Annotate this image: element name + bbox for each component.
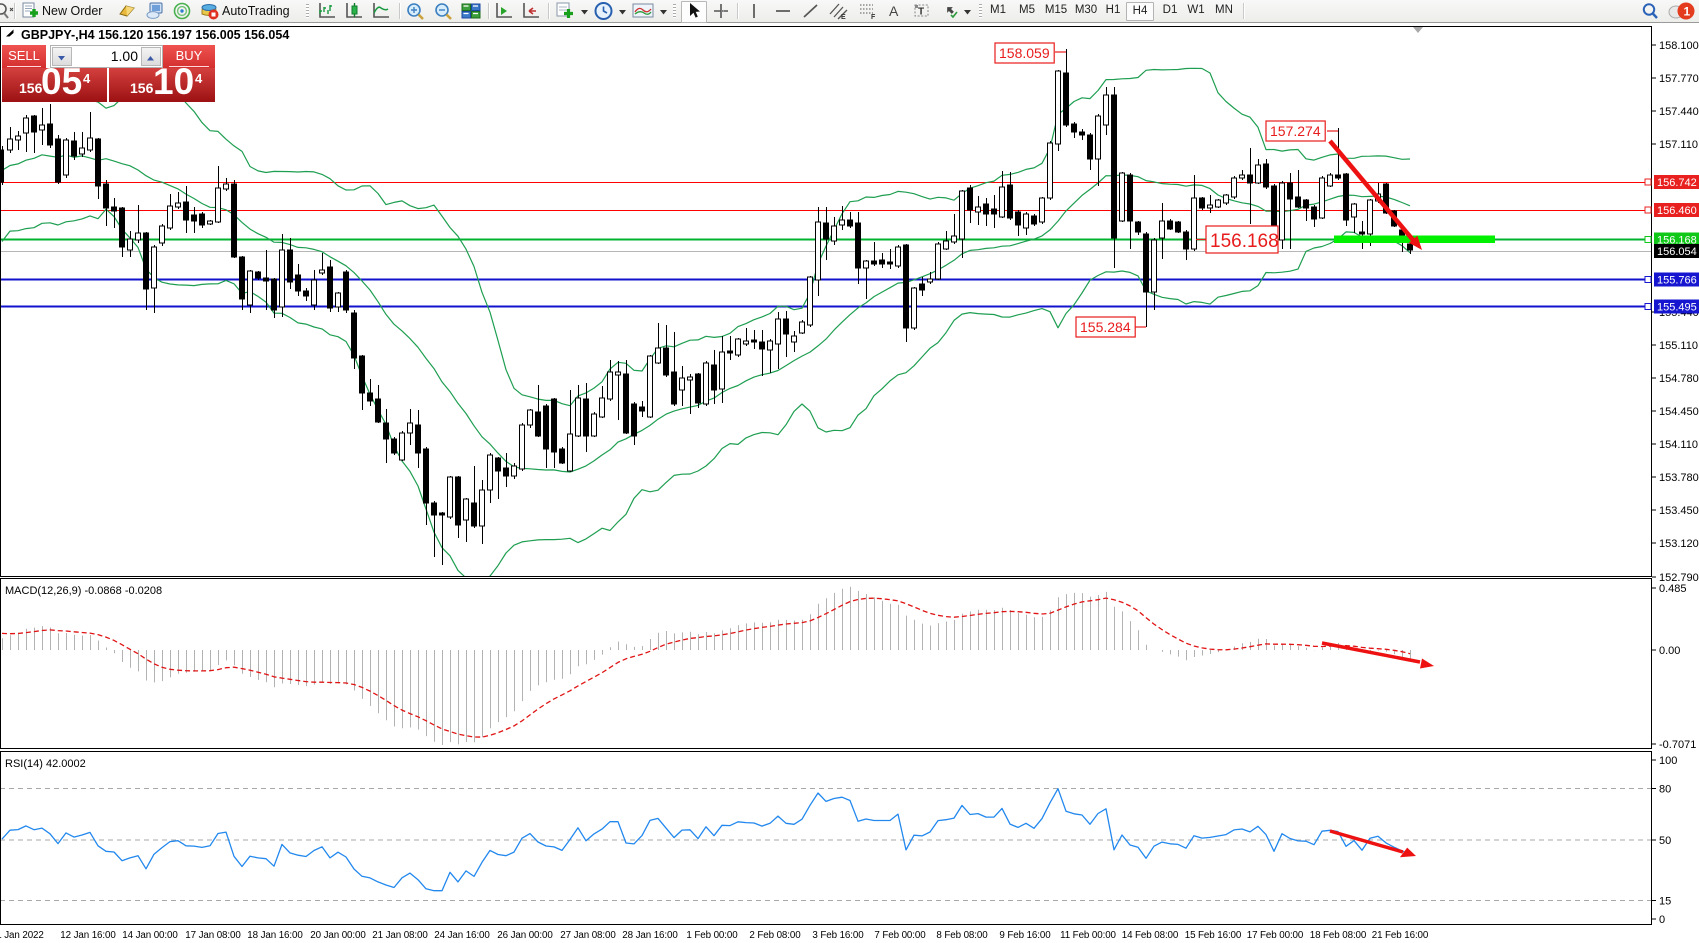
svg-text:100: 100 (1659, 755, 1677, 767)
svg-text:153.120: 153.120 (1659, 538, 1699, 550)
svg-text:156.168: 156.168 (1210, 231, 1279, 252)
svg-text:18 Jan 16:00: 18 Jan 16:00 (247, 930, 303, 941)
svg-text:158.100: 158.100 (1659, 40, 1699, 52)
svg-text:GBPJPY-,H4 156.120 156.197 15: GBPJPY-,H4 156.120 156.197 156.005 156.0… (21, 28, 289, 42)
svg-text:11 Feb 00:00: 11 Feb 00:00 (1060, 930, 1116, 941)
svg-text:E: E (841, 14, 846, 20)
svg-text:155.766: 155.766 (1657, 275, 1697, 287)
svg-text:21 Feb 16:00: 21 Feb 16:00 (1372, 930, 1429, 941)
svg-text:157.110: 157.110 (1659, 139, 1698, 151)
svg-text:15: 15 (1659, 896, 1671, 908)
svg-text:17 Jan 08:00: 17 Jan 08:00 (185, 930, 241, 941)
svg-text:28 Jan 16:00: 28 Jan 16:00 (622, 930, 678, 941)
svg-text:15 Feb 16:00: 15 Feb 16:00 (1185, 930, 1242, 941)
svg-text:F: F (871, 14, 876, 20)
svg-text:18 Feb 08:00: 18 Feb 08:00 (1310, 930, 1367, 941)
svg-text:8 Feb 08:00: 8 Feb 08:00 (936, 930, 988, 941)
svg-text:12 Jan 16:00: 12 Jan 16:00 (60, 930, 116, 941)
svg-text:156.742: 156.742 (1657, 177, 1697, 189)
svg-text:RSI(14) 42.0002: RSI(14) 42.0002 (5, 758, 86, 770)
svg-text:154.110: 154.110 (1659, 439, 1698, 451)
svg-text:14 Jan 00:00: 14 Jan 00:00 (122, 930, 178, 941)
svg-text:17 Feb 00:00: 17 Feb 00:00 (1247, 930, 1304, 941)
svg-text:156.168: 156.168 (1657, 235, 1697, 247)
svg-text:24 Jan 16:00: 24 Jan 16:00 (434, 930, 490, 941)
svg-text:MACD(12,26,9) -0.0868 -0.0208: MACD(12,26,9) -0.0868 -0.0208 (5, 585, 162, 597)
svg-text:26 Jan 00:00: 26 Jan 00:00 (497, 930, 553, 941)
svg-text:1: 1 (1684, 5, 1691, 19)
svg-text:158.059: 158.059 (999, 45, 1050, 61)
svg-text:157.274: 157.274 (1270, 123, 1321, 139)
svg-text:1 Feb 00:00: 1 Feb 00:00 (686, 930, 738, 941)
svg-text:14 Feb 08:00: 14 Feb 08:00 (1122, 930, 1179, 941)
svg-text:156.460: 156.460 (1657, 205, 1697, 217)
svg-text:154.780: 154.780 (1659, 373, 1699, 385)
svg-text:156.054: 156.054 (1657, 246, 1697, 258)
svg-text:154.450: 154.450 (1659, 406, 1699, 418)
svg-text:155.284: 155.284 (1080, 319, 1131, 335)
svg-text:21 Jan 08:00: 21 Jan 08:00 (372, 930, 428, 941)
svg-text:155.495: 155.495 (1657, 302, 1697, 314)
svg-text:155.110: 155.110 (1659, 340, 1698, 352)
svg-text:7 Feb 00:00: 7 Feb 00:00 (874, 930, 926, 941)
svg-text:9 Feb 16:00: 9 Feb 16:00 (999, 930, 1051, 941)
svg-text:157.440: 157.440 (1659, 106, 1699, 118)
svg-text:153.780: 153.780 (1659, 472, 1699, 484)
svg-text:152.790: 152.790 (1659, 572, 1699, 584)
svg-text:1 Jan 2022: 1 Jan 2022 (0, 930, 44, 941)
svg-text:20 Jan 00:00: 20 Jan 00:00 (310, 930, 366, 941)
svg-text:50: 50 (1659, 835, 1671, 847)
svg-text:-0.7071: -0.7071 (1659, 739, 1696, 751)
svg-text:0.00: 0.00 (1659, 645, 1680, 657)
svg-text:80: 80 (1659, 784, 1671, 796)
svg-text:0: 0 (1659, 914, 1665, 926)
svg-text:3 Feb 16:00: 3 Feb 16:00 (812, 930, 864, 941)
svg-text:T: T (918, 7, 924, 18)
svg-text:157.770: 157.770 (1659, 73, 1699, 85)
svg-text:2 Feb 08:00: 2 Feb 08:00 (749, 930, 801, 941)
svg-text:153.450: 153.450 (1659, 505, 1699, 517)
svg-text:27 Jan 08:00: 27 Jan 08:00 (560, 930, 616, 941)
svg-text:0.485: 0.485 (1659, 583, 1687, 595)
